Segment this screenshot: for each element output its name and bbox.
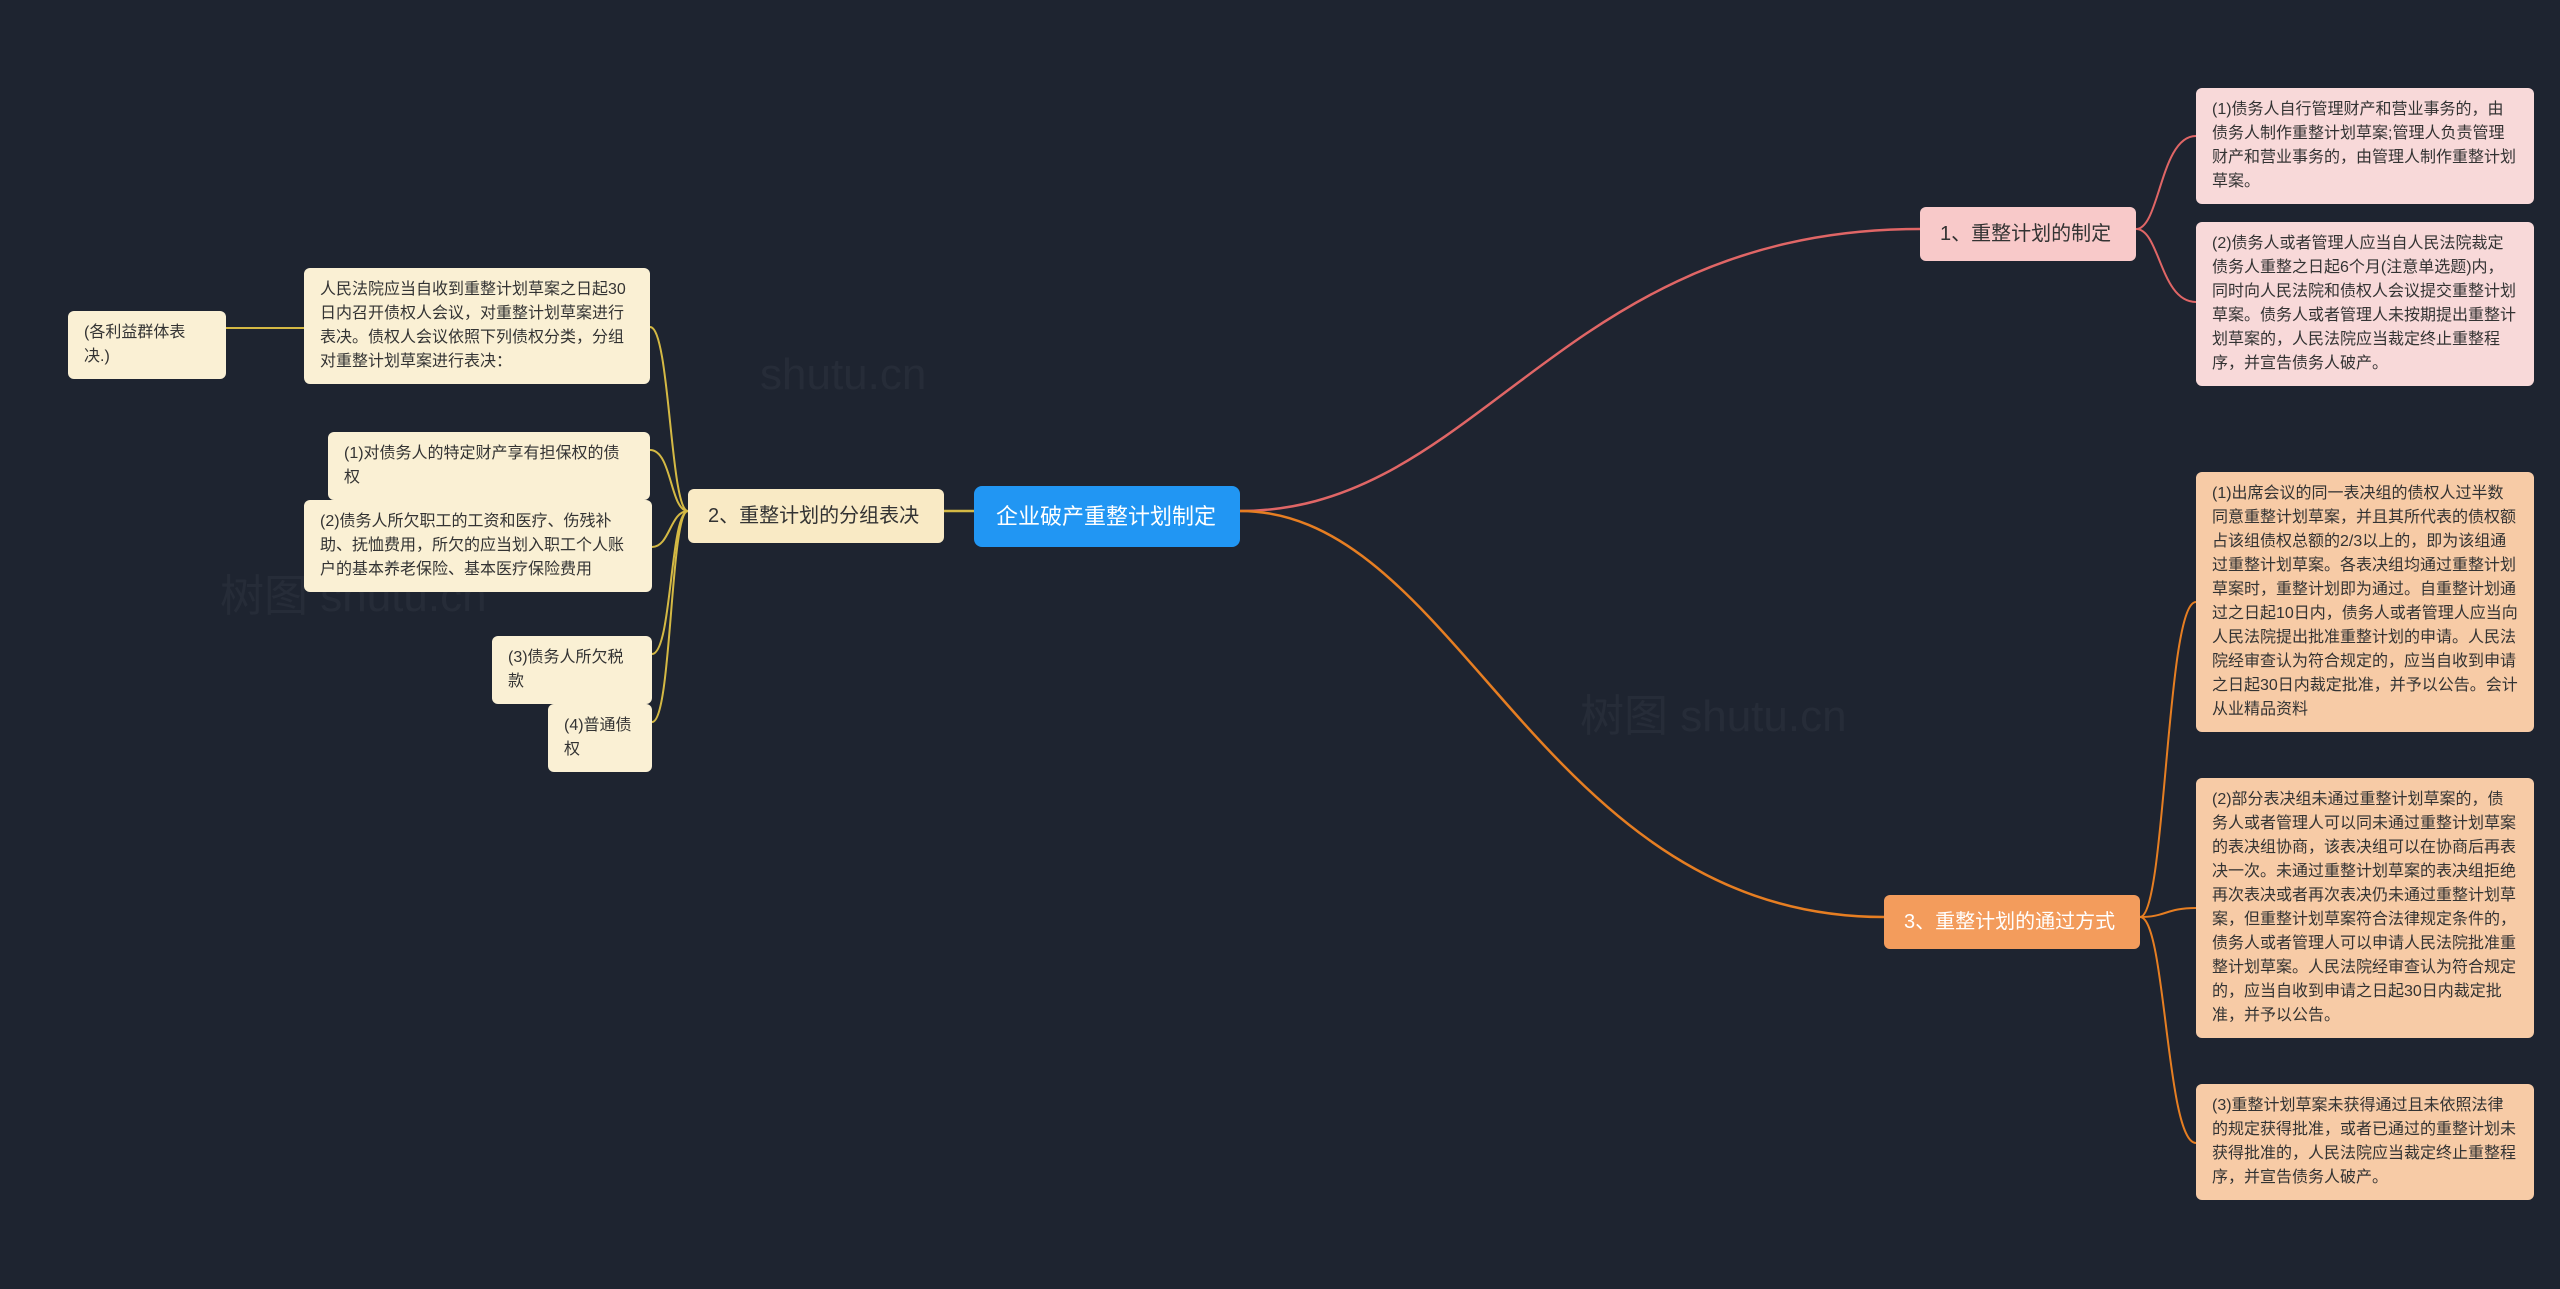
leaf-2-3[interactable]: (2)债务人所欠职工的工资和医疗、伤残补助、抚恤费用，所欠的应当划入职工个人账户… xyxy=(304,500,652,592)
leaf-2-5[interactable]: (4)普通债权 xyxy=(548,704,652,772)
watermark: 树图 shutu.cn xyxy=(1580,680,1847,744)
leaf-2-1[interactable]: 人民法院应当自收到重整计划草案之日起30日内召开债权人会议，对重整计划草案进行表… xyxy=(304,268,650,384)
leaf-2-1-sub[interactable]: (各利益群体表决.) xyxy=(68,311,226,379)
leaf-3-3[interactable]: (3)重整计划草案未获得通过且未依照法律的规定获得批准，或者已通过的重整计划未获… xyxy=(2196,1084,2534,1200)
leaf-3-2[interactable]: (2)部分表决组未通过重整计划草案的，债务人或者管理人可以同未通过重整计划草案的… xyxy=(2196,778,2534,1038)
leaf-2-2[interactable]: (1)对债务人的特定财产享有担保权的债权 xyxy=(328,432,650,500)
connectors-svg xyxy=(0,0,2560,1289)
leaf-1-2[interactable]: (2)债务人或者管理人应当自人民法院裁定债务人重整之日起6个月(注意单选题)内，… xyxy=(2196,222,2534,386)
leaf-2-4[interactable]: (3)债务人所欠税款 xyxy=(492,636,652,704)
branch-3[interactable]: 3、重整计划的通过方式 xyxy=(1884,895,2140,949)
leaf-1-1[interactable]: (1)债务人自行管理财产和营业事务的，由债务人制作重整计划草案;管理人负责管理财… xyxy=(2196,88,2534,204)
branch-2[interactable]: 2、重整计划的分组表决 xyxy=(688,489,944,543)
root-node[interactable]: 企业破产重整计划制定 xyxy=(974,486,1240,547)
leaf-3-1[interactable]: (1)出席会议的同一表决组的债权人过半数同意重整计划草案，并且其所代表的债权额占… xyxy=(2196,472,2534,732)
watermark: shutu.cn xyxy=(760,350,926,400)
branch-1[interactable]: 1、重整计划的制定 xyxy=(1920,207,2136,261)
